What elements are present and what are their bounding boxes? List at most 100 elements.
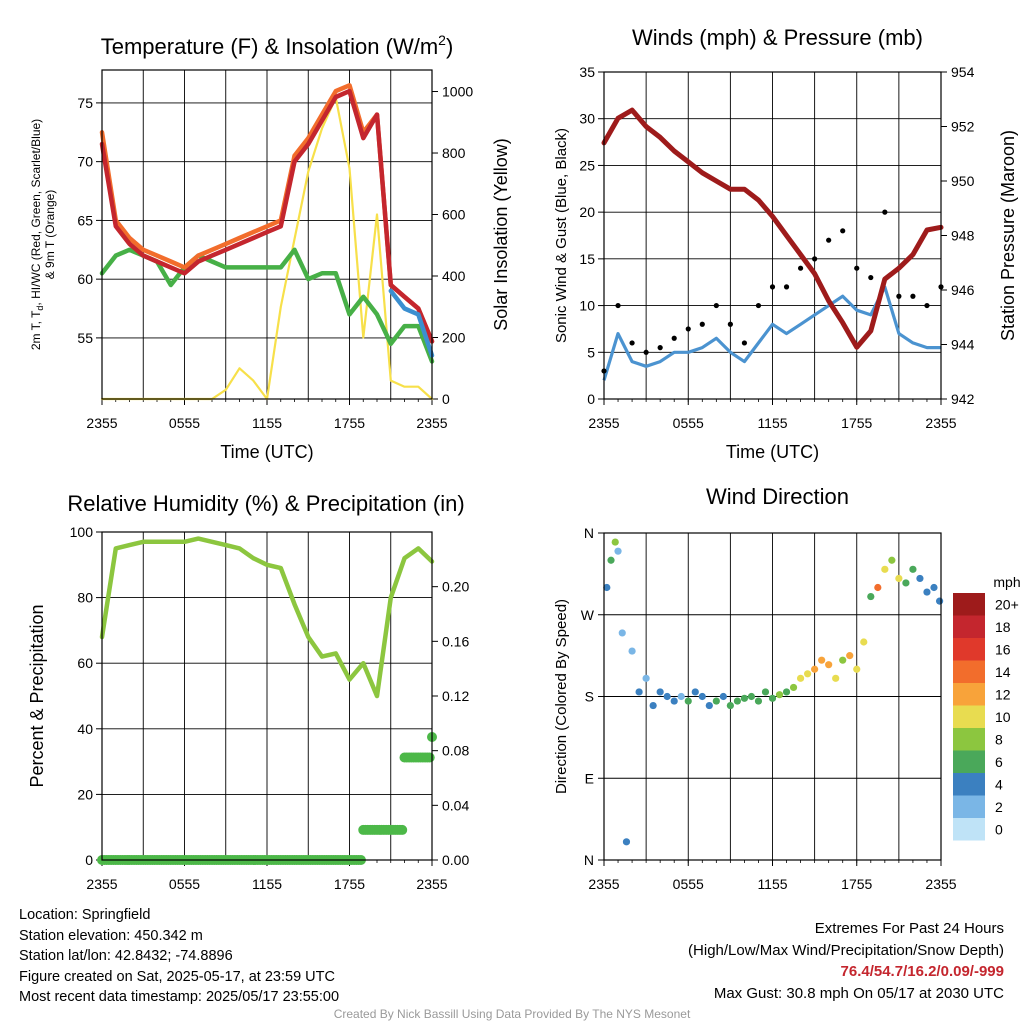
station-info: Location: Springfield Station elevation:… [19,905,339,1008]
title-text-end: ) [446,34,453,59]
precip-point [424,752,435,763]
x-tick-label: 2355 [588,415,619,431]
credit-line: Created By Nick Bassill Using Data Provi… [333,1007,691,1021]
plot-border [603,71,942,400]
gust-point [826,237,832,243]
direction-point [719,692,727,701]
y-tick-label: 80 [77,590,93,606]
gust-point [812,256,818,262]
direction-point [782,688,791,696]
direction-point [614,547,622,555]
direction-point [888,556,896,564]
y-tick-label: N [584,852,594,868]
direction-point [663,692,671,701]
title-superscript: 2 [438,32,446,48]
x-tick-label: 0555 [673,876,704,892]
gust-point [769,284,776,290]
y2-tick-label: 0 [442,391,450,407]
y-axis-label: Percent & Precipitation [27,604,47,787]
y2-tick-label: 400 [442,268,466,284]
gust-point [615,302,621,309]
gust-point [643,349,649,355]
panel-title: Winds (mph) & Pressure (mb) [632,25,923,50]
speed-colorbar: mph 20+ 18 16 14 12 10 8 6 4 2 0 [953,574,1021,841]
direction-point [607,556,615,564]
y-tick-label: 100 [70,524,94,540]
y-tick-label: 35 [579,64,595,80]
panel-3: 2355 0555 1155 1755 2355 0 20 40 60 80 100 0.00 0.04… [27,491,469,892]
y2-tick-label: 942 [951,391,975,407]
y-tick-label: 75 [77,95,93,111]
y-label-part: , HI/WC (Red, Green, Scarlet/Blue) [29,119,43,306]
y-tick-label: 10 [579,298,595,314]
gust-point [868,274,874,281]
y-tick-label: N [584,525,594,541]
direction-point [923,588,931,596]
direction-point [611,538,619,546]
y-tick-label: W [581,607,595,623]
x-tick-label: 2355 [588,876,619,892]
x-tick-label: 1755 [841,415,872,431]
y-tick-label: 20 [579,204,595,220]
direction-point [853,665,861,673]
direction-point [867,592,875,601]
info-latlon: Station lat/lon: 42.8432; -74.8896 [19,948,233,964]
y2-tick-label: 0.08 [442,743,469,759]
gust-point [840,228,846,234]
direction-point [902,579,910,587]
y-axis-label: Direction (Colored By Speed) [553,599,570,794]
direction-point [656,688,664,696]
y2-tick-label: 952 [951,119,975,135]
colorbar-unit: mph [993,574,1020,590]
direction-point [670,697,678,705]
extremes-subtitle: (High/Low/Max Wind/Precipitation/Snow De… [688,941,1004,959]
direction-point [628,647,636,655]
y-tick-label: 55 [77,330,93,346]
y-tick-label: 0 [587,391,595,407]
colorbar-swatch [953,795,985,818]
colorbar-swatch [953,683,985,706]
direction-point [930,583,938,592]
colorbar-label: 4 [995,776,1003,792]
plot-border [101,69,433,400]
colorbar-swatch [953,818,985,841]
info-recent-timestamp: Most recent data timestamp: 2025/05/17 2… [19,989,340,1005]
y2-tick-label: 800 [442,145,466,161]
y-tick-label: 0 [85,852,93,868]
y-tick-label: 60 [77,271,93,287]
gust-point [699,321,705,327]
y-tick-label: 40 [77,721,93,737]
y-tick-label: 25 [579,157,595,173]
direction-point [804,670,812,678]
x-tick-label: 1155 [252,415,282,431]
y2-tick-label: 200 [442,330,466,346]
y2-tick-label: 0.20 [442,579,469,595]
direction-point [618,629,626,637]
direction-point [789,683,798,692]
precip-point [397,824,408,835]
info-location: Location: Springfield [19,907,151,923]
gust-point [741,340,748,346]
y-tick-label: 20 [77,786,93,802]
x-tick-label: 0555 [169,415,200,431]
x-tick-label: 2355 [86,876,117,892]
y-axis-label: Sonic Wind & Gust (Blue, Black) [553,128,570,343]
y-tick-label: 5 [587,344,595,360]
colorbar-label: 16 [995,641,1011,657]
y2-tick-label: 0.12 [442,688,469,704]
direction-point [909,565,917,573]
direction-point [712,697,720,705]
gust-point [797,265,804,271]
panel-4: 2355 0555 1155 1755 2355 N E S W N Wind Direction D… [553,484,1021,892]
y-tick-label: S [585,689,594,705]
direction-point [642,674,650,682]
colorbar-swatch [953,773,985,796]
y2-tick-label: 946 [951,282,975,298]
direction-point [691,688,699,696]
direction-point [818,656,826,664]
plot-border [603,532,942,861]
series-line-station-pressure [601,107,944,350]
y2-tick-label: 0.00 [442,852,469,868]
colorbar-label: 12 [995,686,1011,702]
